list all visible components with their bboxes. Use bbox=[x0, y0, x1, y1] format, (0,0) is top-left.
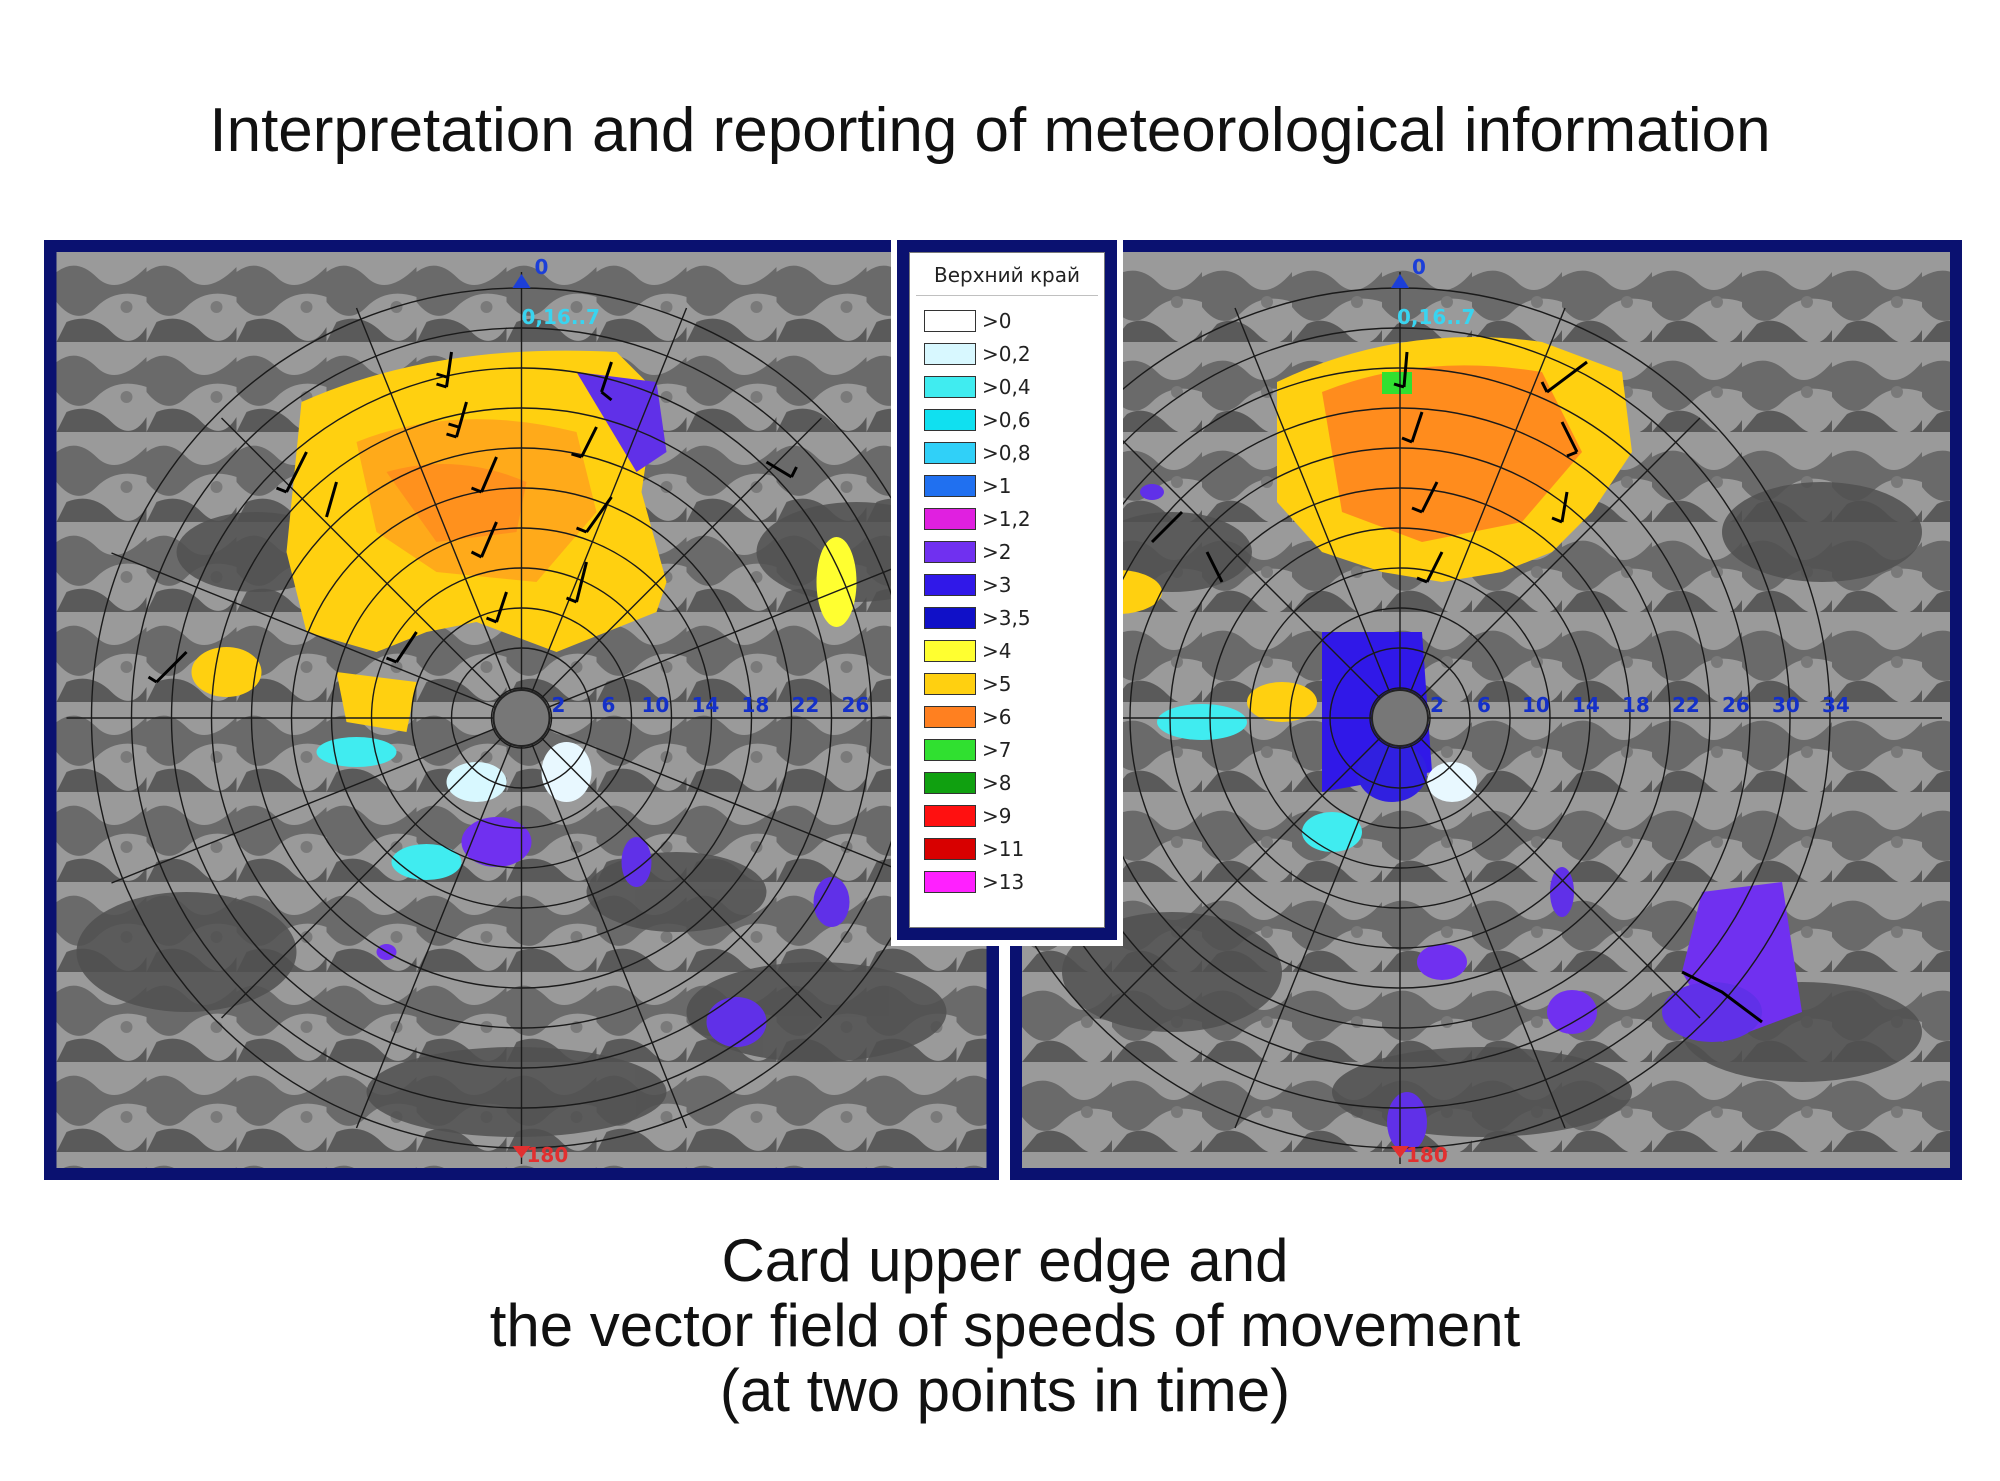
legend-swatch bbox=[924, 804, 976, 827]
range-label: 14 bbox=[692, 693, 720, 717]
legend-item: >1,2 bbox=[924, 502, 1104, 535]
range-label: 6 bbox=[1477, 693, 1491, 717]
range-label: 10 bbox=[1522, 693, 1550, 717]
radar-map-left: 0 0,16..7 180 2 6 10 14 18 22 26 bbox=[44, 240, 999, 1180]
legend-label: >9 bbox=[982, 803, 1012, 828]
legend-label: >0,2 bbox=[982, 341, 1031, 366]
legend-label: >2 bbox=[982, 539, 1012, 564]
range-label: 34 bbox=[1822, 693, 1850, 717]
legend-item: >0,8 bbox=[924, 436, 1104, 469]
legend-item: >9 bbox=[924, 799, 1104, 832]
legend-label: >0 bbox=[982, 308, 1012, 333]
range-labels-left: 2 6 10 14 18 22 26 bbox=[552, 693, 870, 717]
caption: Card upper edge and the vector field of … bbox=[0, 1228, 2000, 1423]
legend-swatch bbox=[924, 639, 976, 662]
legend-item: >11 bbox=[924, 832, 1104, 865]
legend-label: >5 bbox=[982, 671, 1012, 696]
legend-swatch bbox=[924, 540, 976, 563]
range-label: 18 bbox=[742, 693, 770, 717]
caption-line-3: (at two points in time) bbox=[719, 1357, 1291, 1424]
legend-label: >0,8 bbox=[982, 440, 1031, 465]
legend-item: >7 bbox=[924, 733, 1104, 766]
legend-swatch bbox=[924, 309, 976, 332]
legend-item: >0,2 bbox=[924, 337, 1104, 370]
legend-item: >6 bbox=[924, 700, 1104, 733]
legend-item: >2 bbox=[924, 535, 1104, 568]
legend-swatch bbox=[924, 837, 976, 860]
range-label: 10 bbox=[642, 693, 670, 717]
range-label: 26 bbox=[842, 693, 870, 717]
legend-label: >4 bbox=[982, 638, 1012, 663]
range-labels-right: 2 6 10 14 18 22 26 30 34 bbox=[1430, 693, 1850, 717]
legend-label: >6 bbox=[982, 704, 1012, 729]
legend-swatch bbox=[924, 738, 976, 761]
legend-item: >0,6 bbox=[924, 403, 1104, 436]
legend-label: >8 bbox=[982, 770, 1012, 795]
color-legend: Верхний край >0 >0,2 >0,4 >0,6 >0,8 >1 >1,2 >2 >… bbox=[897, 240, 1117, 940]
legend-item: >0 bbox=[924, 304, 1104, 337]
legend-label: >11 bbox=[982, 836, 1025, 861]
range-label: 26 bbox=[1722, 693, 1750, 717]
legend-item: >0,4 bbox=[924, 370, 1104, 403]
radar-image-right: 0 0,16..7 180 2 6 10 14 18 22 26 30 34 bbox=[1022, 252, 1950, 1168]
range-label: 2 bbox=[552, 693, 566, 717]
legend-title: Верхний край bbox=[916, 253, 1098, 296]
wind-vectors-left bbox=[147, 351, 798, 684]
legend-label: >3,5 bbox=[982, 605, 1031, 630]
legend-swatch bbox=[924, 441, 976, 464]
legend-box: Верхний край >0 >0,2 >0,4 >0,6 >0,8 >1 >1,2 >2 >… bbox=[909, 252, 1105, 928]
legend-item: >13 bbox=[924, 865, 1104, 898]
legend-swatch bbox=[924, 606, 976, 629]
south-label: 180 bbox=[527, 1143, 569, 1167]
legend-swatch bbox=[924, 870, 976, 893]
north-marker-icon bbox=[1391, 274, 1409, 288]
time-label: 0,16..7 bbox=[1397, 305, 1475, 329]
range-label: 14 bbox=[1572, 693, 1600, 717]
legend-item: >3 bbox=[924, 568, 1104, 601]
legend-label: >0,4 bbox=[982, 374, 1031, 399]
wind-vectors-right bbox=[1150, 351, 1763, 1024]
south-marker-icon bbox=[1391, 1146, 1409, 1158]
legend-label: >0,6 bbox=[982, 407, 1031, 432]
radar-image-left: 0 0,16..7 180 2 6 10 14 18 22 26 bbox=[56, 252, 987, 1168]
legend-swatch bbox=[924, 705, 976, 728]
south-label: 180 bbox=[1406, 1143, 1448, 1167]
legend-list: >0 >0,2 >0,4 >0,6 >0,8 >1 >1,2 >2 >3 >3,5 >4 >5 >6 >7… bbox=[910, 304, 1104, 898]
range-label: 22 bbox=[1672, 693, 1700, 717]
north-label: 0 bbox=[1412, 255, 1426, 279]
range-label: 6 bbox=[602, 693, 616, 717]
page-title: Interpretation and reporting of meteorol… bbox=[209, 96, 1771, 165]
legend-label: >13 bbox=[982, 869, 1025, 894]
legend-swatch bbox=[924, 507, 976, 530]
range-label: 22 bbox=[792, 693, 820, 717]
north-label: 0 bbox=[535, 255, 549, 279]
legend-label: >7 bbox=[982, 737, 1012, 762]
range-label: 18 bbox=[1622, 693, 1650, 717]
legend-item: >5 bbox=[924, 667, 1104, 700]
time-label: 0,16..7 bbox=[522, 305, 600, 329]
legend-label: >1 bbox=[982, 473, 1012, 498]
range-label: 30 bbox=[1772, 693, 1800, 717]
legend-swatch bbox=[924, 573, 976, 596]
north-marker-icon bbox=[512, 274, 531, 288]
caption-line-2: the vector field of speeds of movement bbox=[489, 1292, 1521, 1359]
range-label: 2 bbox=[1430, 693, 1444, 717]
legend-label: >1,2 bbox=[982, 506, 1031, 531]
legend-item: >3,5 bbox=[924, 601, 1104, 634]
legend-swatch bbox=[924, 342, 976, 365]
legend-item: >1 bbox=[924, 469, 1104, 502]
legend-swatch bbox=[924, 672, 976, 695]
radar-map-right: 0 0,16..7 180 2 6 10 14 18 22 26 30 34 bbox=[1010, 240, 1962, 1180]
caption-line-1: Card upper edge and bbox=[721, 1227, 1289, 1294]
legend-item: >8 bbox=[924, 766, 1104, 799]
legend-swatch bbox=[924, 408, 976, 431]
south-marker-icon bbox=[512, 1146, 531, 1158]
legend-swatch bbox=[924, 771, 976, 794]
legend-item: >4 bbox=[924, 634, 1104, 667]
legend-swatch bbox=[924, 474, 976, 497]
legend-label: >3 bbox=[982, 572, 1012, 597]
legend-swatch bbox=[924, 375, 976, 398]
